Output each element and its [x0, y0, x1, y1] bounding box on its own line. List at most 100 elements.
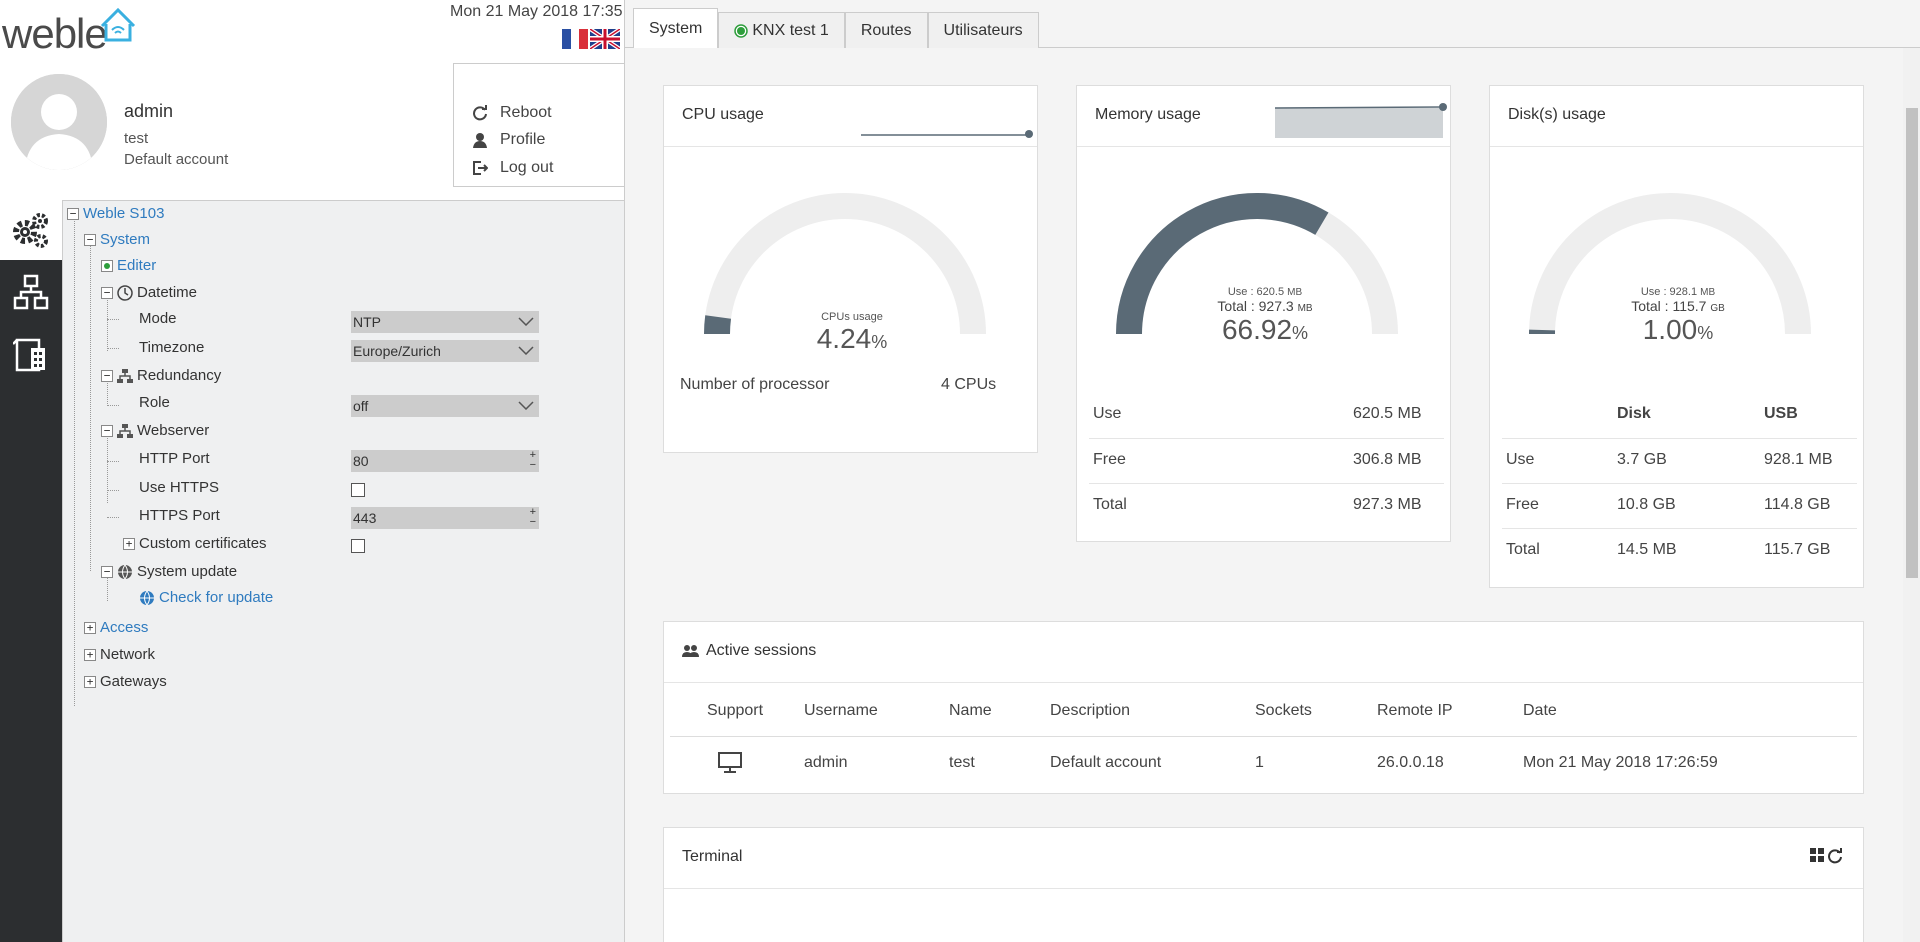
role-select[interactable]: off: [351, 395, 539, 417]
tree-node-system-update[interactable]: − System update: [101, 563, 237, 580]
main-panel: System KNX test 1 Routes Utilisateurs CP…: [624, 0, 1920, 942]
spinner-icon[interactable]: + −: [529, 506, 536, 528]
tab-label: System: [649, 20, 703, 37]
user-silhouette-icon: [11, 74, 107, 170]
use-https-checkbox[interactable]: [351, 483, 365, 497]
uk-flag-icon[interactable]: [590, 29, 620, 49]
user-name: test: [124, 130, 149, 147]
disk-use-unit: MB: [1700, 287, 1716, 298]
cell-remote-ip: 26.0.0.18: [1377, 754, 1444, 771]
http-port-input[interactable]: 80 + −: [351, 450, 539, 472]
tree-node-system[interactable]: − System: [84, 231, 150, 248]
expand-icon[interactable]: +: [84, 648, 96, 661]
collapse-icon[interactable]: −: [101, 286, 113, 299]
proc-label: Number of processor: [680, 376, 830, 393]
disk-header-row: Disk USB: [1502, 393, 1857, 438]
logout-button[interactable]: Log out: [472, 159, 553, 177]
row-disk-value: 14.5 MB: [1617, 541, 1677, 558]
tree-node-root[interactable]: − Weble S103: [67, 205, 164, 222]
tab-system[interactable]: System: [633, 8, 719, 50]
expand-icon[interactable]: +: [123, 537, 135, 550]
tab-knx-test-1[interactable]: KNX test 1: [718, 12, 845, 50]
refresh-icon[interactable]: [1827, 848, 1843, 864]
user-menu: Reboot Profile Log out: [453, 63, 625, 187]
tree-node-redundancy[interactable]: − Redundancy: [101, 367, 221, 384]
network-icon: [117, 368, 133, 383]
current-datetime: Mon 21 May 2018 17:35:14: [450, 3, 645, 20]
tree-label-redundancy: Redundancy: [137, 367, 222, 384]
tree-node-access[interactable]: + Access: [84, 619, 148, 636]
chevron-down-icon: [518, 401, 534, 410]
tree-node-network[interactable]: + Network: [84, 646, 155, 663]
user-icon: [473, 133, 487, 148]
cpu-processor-row: Number of processor 4 CPUs: [676, 346, 1031, 393]
tree-node-datetime[interactable]: − Datetime: [101, 284, 197, 301]
sidebar-settings-button[interactable]: [0, 200, 62, 260]
http-port-value: 80: [353, 453, 369, 469]
use-https-label: Use HTTPS: [139, 479, 220, 496]
collapse-icon[interactable]: −: [84, 233, 96, 246]
https-port-input[interactable]: 443 + −: [351, 507, 539, 529]
timezone-select[interactable]: Europe/Zurich: [351, 340, 539, 362]
check-update-link[interactable]: Check for update: [139, 589, 273, 606]
row-usb-value: 928.1 MB: [1764, 451, 1833, 468]
sidebar-building-button[interactable]: [0, 324, 62, 384]
proc-value: 4 CPUs: [941, 376, 997, 393]
tree-node-custom-certs[interactable]: + Custom certificates: [123, 535, 267, 552]
tree-label-access: Access: [100, 619, 149, 636]
tree-node-gateways[interactable]: + Gateways: [84, 673, 167, 690]
mode-select[interactable]: NTP: [351, 311, 539, 333]
disk-total-line: Total : 115.7: [1631, 298, 1707, 314]
avatar: [11, 74, 107, 170]
custom-certs-checkbox[interactable]: [351, 539, 365, 553]
gauge-fill: [704, 315, 732, 335]
scrollbar[interactable]: [1903, 48, 1920, 942]
grid-icon[interactable]: [1810, 848, 1824, 862]
logo-text: weble: [2, 10, 108, 57]
percent-sign: %: [871, 332, 888, 352]
row-label: Total: [1093, 496, 1127, 513]
collapse-icon[interactable]: −: [101, 565, 113, 578]
cpu-gauge-value: 4.24: [816, 323, 872, 354]
user-description: Default account: [124, 151, 229, 168]
row-usb-value: 114.8 GB: [1764, 496, 1831, 513]
cpu-gauge: [704, 193, 986, 335]
tab-routes[interactable]: Routes: [844, 12, 928, 50]
tree-node-editer[interactable]: Editer: [101, 257, 156, 274]
mem-use-line: Use : 620.5: [1227, 286, 1285, 298]
sidebar-network-button[interactable]: [0, 262, 62, 322]
col-remote-ip: Remote IP: [1377, 702, 1453, 719]
gauge-track: [704, 193, 986, 335]
green-dot-icon: [101, 259, 113, 272]
tab-utilisateurs[interactable]: Utilisateurs: [927, 12, 1039, 50]
collapse-icon[interactable]: −: [101, 369, 113, 382]
tree-node-webserver[interactable]: − Webserver: [101, 422, 209, 439]
tree-label-datetime: Datetime: [137, 284, 198, 301]
cpu-card: CPU usage CPUs usage 4.24% Number of pro…: [663, 85, 1038, 453]
collapse-icon[interactable]: −: [101, 424, 113, 437]
role-value: off: [353, 398, 369, 414]
collapse-icon[interactable]: −: [67, 207, 79, 220]
tree-label-network: Network: [100, 646, 156, 663]
tab-bar: System KNX test 1 Routes Utilisateurs: [633, 8, 1039, 50]
expand-icon[interactable]: +: [84, 675, 96, 688]
memory-sparkline: [1274, 103, 1447, 138]
http-port-label: HTTP Port: [139, 450, 210, 467]
reboot-button[interactable]: Reboot: [472, 104, 552, 122]
mem-row-use: Use 620.5 MB: [1089, 393, 1444, 438]
expand-icon[interactable]: +: [84, 621, 96, 634]
disk-gauge: [1529, 193, 1811, 335]
mode-label: Mode: [139, 310, 177, 327]
scrollbar-thumb[interactable]: [1906, 108, 1918, 578]
gears-icon: [13, 213, 48, 248]
chevron-down-icon: [518, 317, 534, 326]
weble-logo[interactable]: weble: [0, 4, 145, 57]
tree-label-root: Weble S103: [83, 205, 165, 222]
refresh-icon: [473, 105, 487, 121]
cell-sockets: 1: [1255, 754, 1264, 771]
network-tree-icon: [13, 274, 49, 310]
french-flag-icon[interactable]: [562, 29, 589, 49]
row-label: Use: [1506, 451, 1535, 468]
profile-button[interactable]: Profile: [472, 131, 545, 149]
spinner-icon[interactable]: + −: [529, 449, 536, 471]
